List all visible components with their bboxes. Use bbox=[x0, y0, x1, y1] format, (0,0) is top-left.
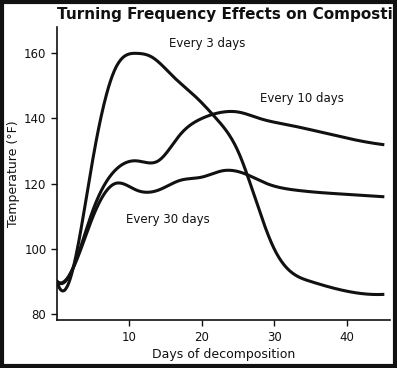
Text: Turning Frequency Effects on Composting: Turning Frequency Effects on Composting bbox=[57, 7, 397, 22]
Text: Every 30 days: Every 30 days bbox=[126, 213, 210, 226]
Text: Every 10 days: Every 10 days bbox=[260, 92, 343, 105]
Y-axis label: Temperature (°F): Temperature (°F) bbox=[7, 121, 20, 227]
Text: Every 3 days: Every 3 days bbox=[169, 37, 245, 50]
X-axis label: Days of decomposition: Days of decomposition bbox=[152, 348, 295, 361]
